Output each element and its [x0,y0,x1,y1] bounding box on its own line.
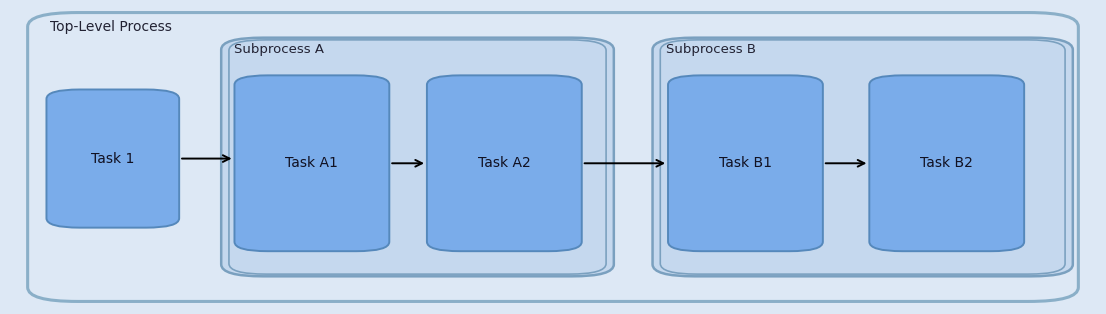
Text: Subprocess B: Subprocess B [666,43,755,56]
FancyBboxPatch shape [46,89,179,228]
Text: Task A2: Task A2 [478,156,531,170]
Text: Task A1: Task A1 [285,156,338,170]
Text: Task 1: Task 1 [91,152,135,165]
FancyBboxPatch shape [221,38,614,276]
FancyBboxPatch shape [668,75,823,251]
FancyBboxPatch shape [28,13,1078,301]
FancyBboxPatch shape [229,40,606,274]
FancyBboxPatch shape [869,75,1024,251]
FancyBboxPatch shape [660,40,1065,274]
Text: Task B2: Task B2 [920,156,973,170]
FancyBboxPatch shape [653,38,1073,276]
Text: Task B1: Task B1 [719,156,772,170]
FancyBboxPatch shape [427,75,582,251]
Text: Top-Level Process: Top-Level Process [50,20,171,35]
Text: Subprocess A: Subprocess A [234,43,324,56]
FancyBboxPatch shape [234,75,389,251]
